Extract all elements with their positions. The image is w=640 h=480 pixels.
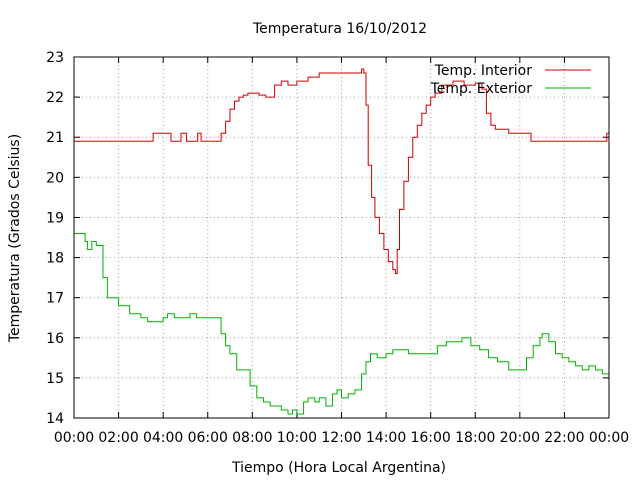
x-tick-label-9: 18:00 <box>455 430 495 446</box>
y-tick-label-3: 17 <box>46 291 64 307</box>
x-tick-label-1: 02:00 <box>98 430 138 446</box>
legend: Temp. Interior Temp. Exterior <box>430 63 591 97</box>
x-tick-label-8: 16:00 <box>410 430 450 446</box>
grid-lines <box>74 57 609 418</box>
x-tick-label-7: 14:00 <box>366 430 406 446</box>
y-axis: 14 15 16 17 18 19 20 21 22 23 <box>46 50 609 427</box>
x-tick-label-4: 08:00 <box>232 430 272 446</box>
x-tick-label-6: 12:00 <box>321 430 361 446</box>
x-axis: 00:00 02:00 04:00 06:00 08:00 10:00 12:00 14:00… <box>54 57 629 446</box>
x-tick-label-3: 06:00 <box>188 430 228 446</box>
x-tick-label-12: 00:00 <box>589 430 629 446</box>
y-tick-label-1: 15 <box>46 371 64 387</box>
chart-title: Temperatura 16/10/2012 <box>252 21 427 37</box>
series-lines <box>74 68 610 415</box>
y-tick-label-8: 22 <box>46 90 64 106</box>
y-axis-label: Temperatura (Grados Celsius) <box>7 134 23 343</box>
legend-label-1: Temp. Exterior <box>430 81 533 97</box>
plot-frame <box>73 56 610 419</box>
x-tick-label-10: 20:00 <box>500 430 540 446</box>
series-line-0 <box>74 68 610 275</box>
y-tick-label-0: 14 <box>46 411 64 427</box>
y-tick-label-6: 20 <box>46 170 64 186</box>
x-tick-label-5: 10:00 <box>277 430 317 446</box>
y-tick-label-5: 19 <box>46 210 64 226</box>
y-tick-label-4: 18 <box>46 251 64 267</box>
x-axis-label: Tiempo (Hora Local Argentina) <box>231 460 446 476</box>
series-line-1 <box>74 233 610 415</box>
x-tick-label-0: 00:00 <box>54 430 94 446</box>
x-tick-label-2: 04:00 <box>143 430 183 446</box>
legend-label-0: Temp. Interior <box>434 63 533 79</box>
x-tick-label-11: 22:00 <box>544 430 584 446</box>
y-tick-label-9: 23 <box>46 50 64 66</box>
y-tick-label-7: 21 <box>46 130 64 146</box>
y-tick-label-2: 16 <box>46 331 64 347</box>
